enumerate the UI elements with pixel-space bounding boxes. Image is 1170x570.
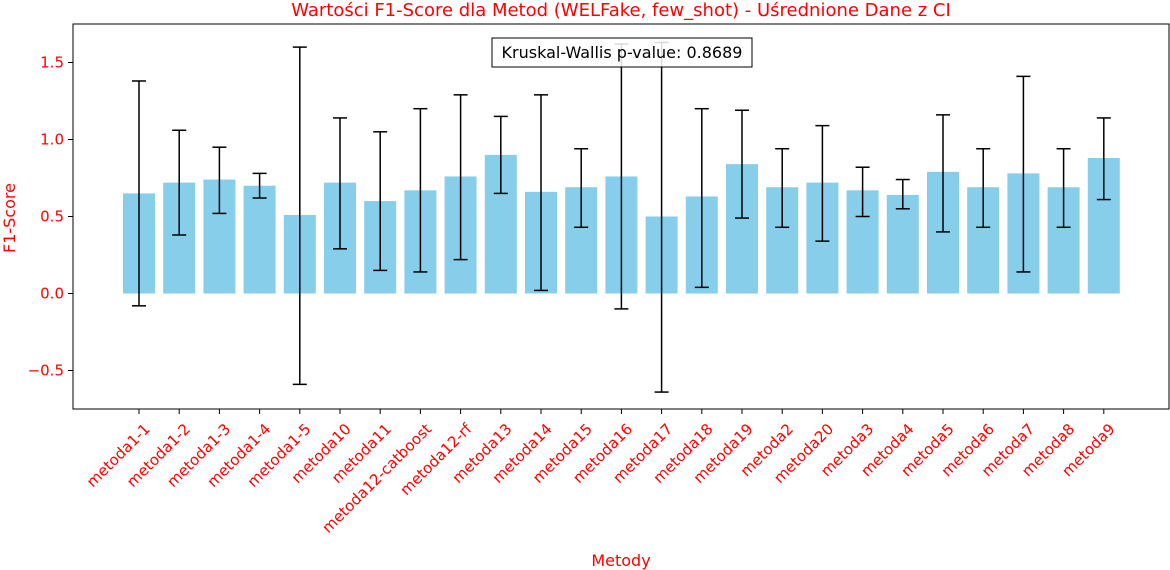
x-axis: metoda1-1metoda1-2metoda1-3metoda1-4meto… — [83, 409, 1119, 537]
errorbar-metoda15 — [574, 147, 589, 229]
errorbar-metoda11 — [373, 131, 388, 272]
y-tick-label: −0.5 — [28, 362, 64, 380]
errorbar-metoda5 — [936, 114, 950, 233]
errorbar-metoda1-1 — [132, 80, 146, 307]
errorbar-metoda1-2 — [172, 129, 187, 236]
errorbar-metoda1-4 — [252, 172, 267, 199]
bar-metoda4 — [886, 194, 919, 294]
errorbar-metoda9 — [1096, 117, 1111, 201]
errorbar-metoda10 — [333, 117, 347, 250]
errorbar-metoda7 — [1016, 75, 1031, 273]
annotation-text: Kruskal-Wallis p-value: 0.8689 — [502, 43, 743, 62]
y-tick-label: 1.5 — [40, 54, 64, 72]
errorbar-metoda20 — [815, 124, 830, 242]
y-tick-label: 0.5 — [40, 208, 64, 226]
annotation-box: Kruskal-Wallis p-value: 0.8689 — [491, 37, 753, 68]
errorbar-metoda4 — [895, 178, 910, 210]
errorbar-metoda3 — [855, 166, 870, 218]
errorbar-metoda14 — [534, 94, 548, 292]
y-axis: −0.5 0.0 0.5 1.0 1.5 — [28, 54, 73, 380]
x-axis-label: Metody — [591, 551, 650, 570]
y-tick-label: 1.0 — [40, 131, 64, 149]
chart-title: Wartości F1-Score dla Metod (WELFake, fe… — [291, 0, 951, 21]
errorbar-metoda8 — [1056, 147, 1071, 229]
errorbar-metoda18 — [694, 107, 709, 289]
errorbars-group — [132, 41, 1111, 393]
errorbar-metoda12-rf — [453, 94, 468, 261]
errorbar-metoda19 — [735, 109, 749, 219]
y-axis-label: F1-Score — [0, 183, 19, 253]
errorbar-metoda1-3 — [212, 146, 227, 215]
errorbar-metoda1-5 — [292, 46, 307, 386]
errorbar-metoda2 — [775, 147, 790, 229]
errorbar-metoda12-catboost — [413, 107, 428, 273]
y-tick-label: 0.0 — [40, 285, 64, 303]
errorbar-metoda13 — [493, 115, 508, 195]
bar-metoda1-4 — [243, 185, 276, 294]
errorbar-metoda6 — [976, 147, 991, 229]
